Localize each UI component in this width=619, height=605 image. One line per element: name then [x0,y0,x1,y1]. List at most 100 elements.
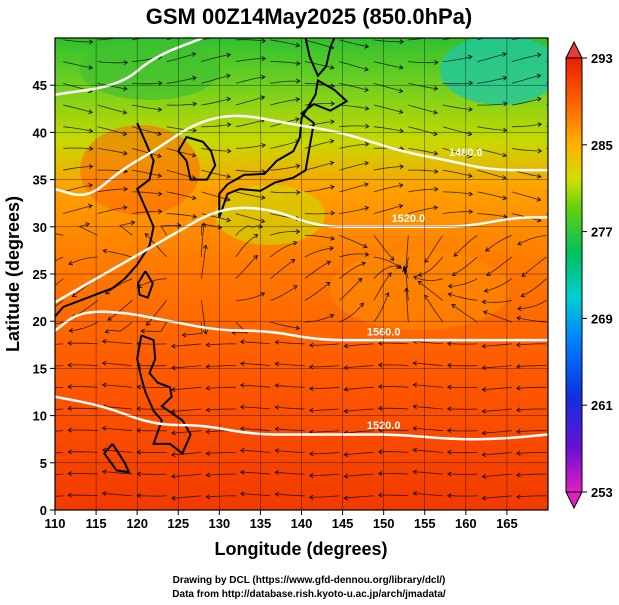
streamline [344,473,374,477]
streamline [339,253,369,258]
streamline-arrowhead [412,469,418,475]
streamline [68,494,98,497]
streamline [309,495,340,498]
streamline [373,39,404,43]
streamline [166,213,197,218]
streamline-arrowhead [447,406,452,412]
streamline-arrowhead [516,315,521,321]
streamline [235,213,265,223]
streamline [405,288,409,323]
streamline-arrowhead [123,150,128,156]
streamline [97,188,128,193]
streamline-arrowhead [517,241,523,246]
streamline [97,126,127,135]
streamline [516,495,547,498]
streamline-arrowhead [226,52,231,58]
streamline [137,495,167,497]
streamline-arrowhead [387,272,392,277]
streamline [55,256,64,262]
streamline-arrowhead [537,122,543,128]
streamline [442,126,472,135]
streamline [408,126,438,135]
streamline-arrowhead [34,453,38,457]
streamline [171,343,202,347]
streamline [55,430,64,432]
streamline [55,343,64,345]
streamline-arrowhead [378,492,383,498]
x-tick-label: 150 [373,516,395,531]
streamline [63,166,93,171]
streamline-arrowhead [447,384,452,390]
streamline [339,262,366,280]
x-tick-label: 110 [45,516,66,531]
streamline [339,207,369,214]
streamline [78,223,98,236]
streamline-arrowhead [89,39,94,45]
streamline [171,386,202,391]
streamline [206,343,236,346]
streamline [68,429,98,432]
streamline-arrowhead [261,195,266,200]
streamline-arrowhead [412,404,418,410]
streamline-arrowhead [101,382,107,388]
streamline [344,386,374,390]
streamline-arrowhead [468,54,473,60]
streamline-arrowhead [34,431,38,435]
streamline [521,256,547,277]
streamline [373,166,404,171]
streamline-arrowhead [343,386,349,392]
streamline-arrowhead [192,101,198,107]
colorbar-tick-label: 253 [591,485,613,500]
streamline [137,429,167,432]
streamline-arrowhead [296,78,301,84]
streamline-arrowhead [226,217,231,223]
streamline [206,473,236,476]
streamline [373,184,403,193]
streamline [235,119,265,128]
coastline [103,443,131,474]
streamline-arrowhead [399,64,404,70]
y-tick-label: 20 [33,314,47,329]
streamline [447,430,478,432]
streamline-arrowhead [67,340,72,346]
streamline [235,234,258,258]
streamline [511,148,542,152]
streamline [373,104,403,113]
streamline-arrowhead [481,430,487,436]
streamline-arrowhead [191,152,197,158]
streamline-arrowhead [123,60,129,66]
streamline [516,343,547,346]
streamline [339,125,369,128]
streamline-arrowhead [34,387,38,391]
streamline-arrowhead [34,474,38,478]
streamline-arrowhead [329,65,335,70]
streamline [339,234,368,248]
height-contour [55,395,548,441]
streamline-arrowhead [308,494,314,500]
streamline [171,473,202,477]
streamline-arrowhead [274,339,279,345]
y-tick-label: 30 [33,220,47,235]
x-tick-label: 145 [332,516,354,531]
streamline-arrowhead [274,404,279,410]
streamline [166,126,197,131]
grid-lines [55,38,548,510]
streamline [484,278,513,292]
streamline [511,74,541,84]
streamline [200,245,207,279]
streamline [55,452,64,454]
streamline [304,282,331,301]
streamline [447,451,478,454]
streamline [413,384,443,388]
streamline-arrowhead [261,143,266,148]
streamline [107,300,133,321]
streamline-arrowhead [34,496,38,500]
streamline [68,472,98,475]
streamline-arrowhead [447,449,452,455]
streamline [424,295,444,323]
streamline [516,430,547,433]
streamline-arrowhead [225,196,231,202]
streamline-arrowhead [89,146,94,152]
streamline-arrowhead [157,173,163,178]
